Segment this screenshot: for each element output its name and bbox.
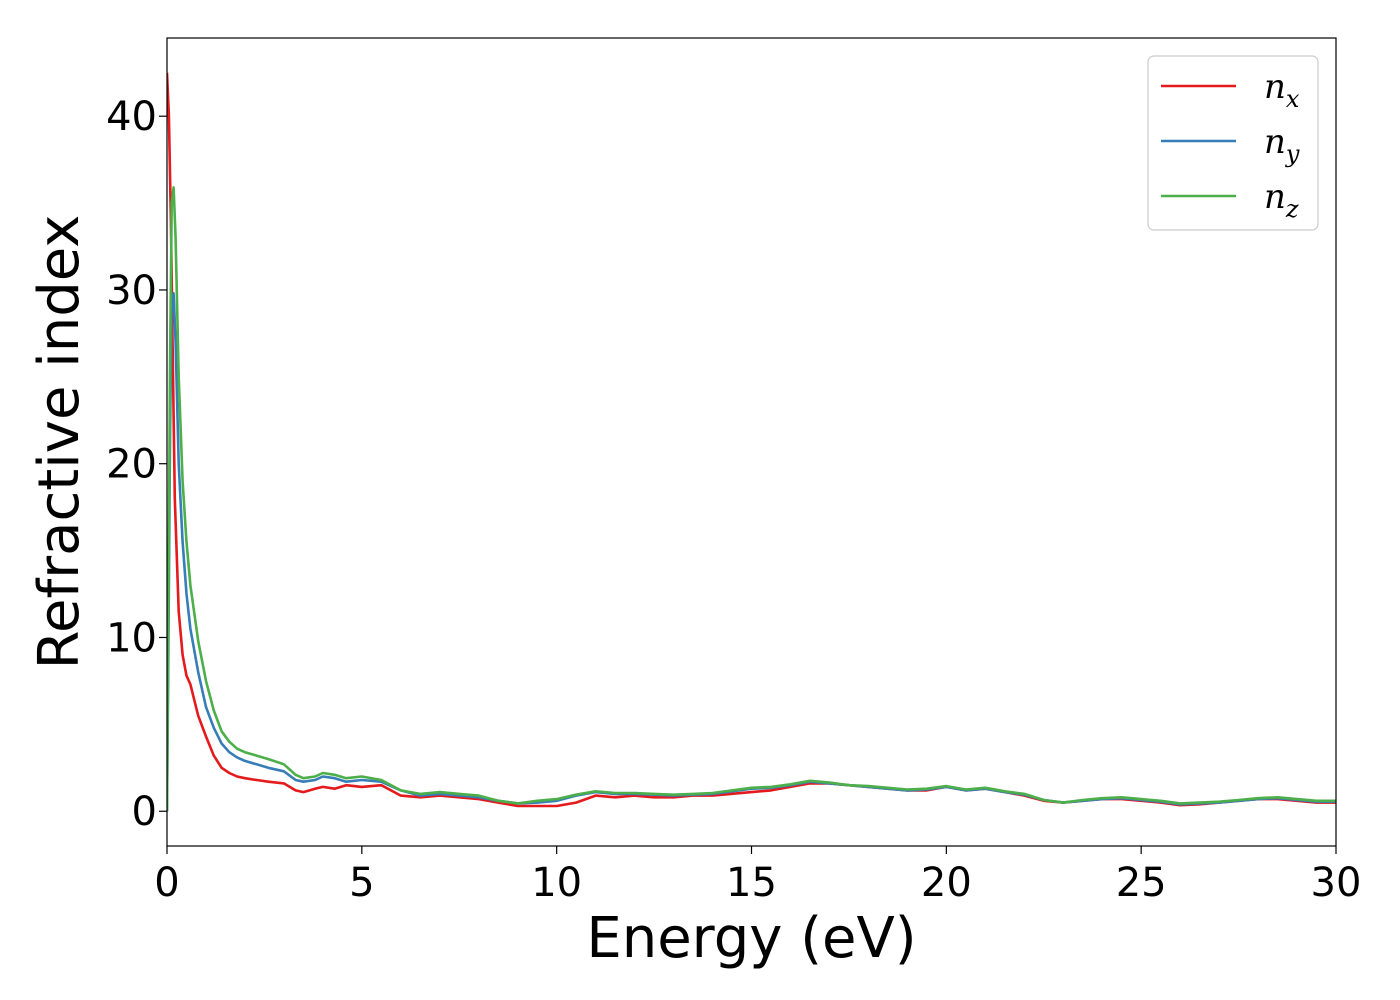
x-tick-label: 30 <box>1311 860 1362 906</box>
legend-box <box>1147 55 1319 231</box>
series-layer <box>167 72 1336 812</box>
y-tick-label: 40 <box>106 94 157 140</box>
y-tick-label: 10 <box>106 615 157 661</box>
x-tick-label: 0 <box>154 860 179 906</box>
legend-label-x: nx <box>1264 67 1300 113</box>
x-axis-label: Energy (eV) <box>586 906 916 971</box>
tick-layer: 0 5 10 15 20 25 30 0 10 20 30 40 <box>106 94 1361 906</box>
legend-label-z: nz <box>1264 177 1299 223</box>
legend-label-y: ny <box>1264 122 1300 168</box>
y-tick-label: 30 <box>106 268 157 314</box>
legend-entries: nx ny nz <box>1161 67 1300 223</box>
x-tick-label: 10 <box>531 860 582 906</box>
series-line-n-z <box>167 186 1336 812</box>
legend: nx ny nz <box>1147 55 1319 231</box>
x-tick-label: 15 <box>726 860 777 906</box>
x-tick-label: 25 <box>1116 860 1167 906</box>
y-tick-label: 0 <box>132 789 157 835</box>
y-axis-label: Refractive index <box>27 215 92 670</box>
x-tick-label: 5 <box>349 860 374 906</box>
y-tick-label: 20 <box>106 442 157 488</box>
x-tick-label: 20 <box>921 860 972 906</box>
